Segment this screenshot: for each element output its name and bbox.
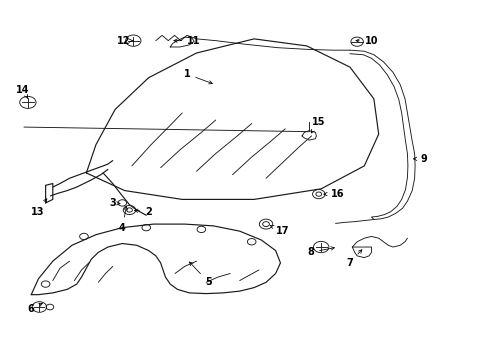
Text: 17: 17 <box>270 225 289 236</box>
Text: 15: 15 <box>310 117 325 133</box>
Text: 14: 14 <box>16 85 30 98</box>
Text: 4: 4 <box>119 207 127 233</box>
Text: 9: 9 <box>413 154 427 164</box>
Text: 12: 12 <box>117 36 133 46</box>
Text: 1: 1 <box>183 69 212 84</box>
Text: 11: 11 <box>174 36 201 46</box>
Text: 6: 6 <box>28 303 42 314</box>
Text: 2: 2 <box>134 207 152 217</box>
Text: 7: 7 <box>346 250 361 268</box>
Text: 8: 8 <box>306 247 334 257</box>
Text: 16: 16 <box>323 189 344 199</box>
Text: 3: 3 <box>109 198 120 208</box>
Text: 5: 5 <box>189 262 211 287</box>
Text: 13: 13 <box>31 199 47 217</box>
Text: 10: 10 <box>355 36 378 46</box>
